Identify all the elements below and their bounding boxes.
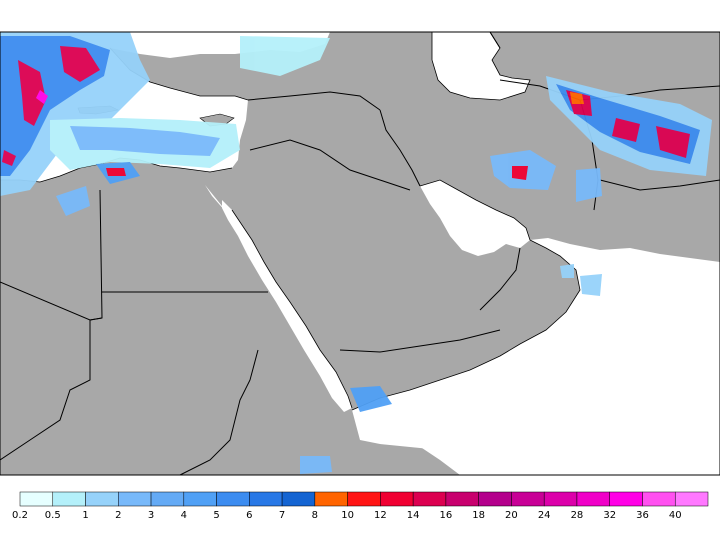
precip-oman-2 <box>560 264 574 278</box>
arabian-sea <box>352 238 720 475</box>
border-saudi-jordan <box>249 139 411 191</box>
precip-aegean-edge <box>2 150 16 166</box>
border-uae-oman <box>479 247 521 311</box>
precip-aegean-spot <box>36 90 48 104</box>
border-turkey-syria <box>247 91 381 111</box>
precip-oman <box>580 274 602 296</box>
gulf-of-aden <box>352 410 540 452</box>
gulf-of-suez <box>205 185 226 212</box>
precip-med-band-mid <box>70 126 220 156</box>
coast-caspian <box>431 31 531 101</box>
caspian-sea <box>432 32 530 100</box>
precip-iran-north-orange <box>570 92 584 104</box>
border-sudan <box>0 320 91 461</box>
precip-ethiopia <box>300 456 332 474</box>
border-afghan-pak <box>599 179 720 191</box>
precip-iran-north-high3 <box>656 126 690 158</box>
precip-iran-north-high2 <box>612 118 640 142</box>
precip-overlay <box>0 32 712 474</box>
precip-iran-south <box>576 168 602 202</box>
precip-aegean-high2 <box>60 46 100 82</box>
persian-gulf <box>420 180 530 256</box>
border-ethiopia <box>179 349 259 476</box>
border-iraq-iran <box>379 109 421 187</box>
precip-libya-south <box>56 186 90 216</box>
border-saudi-yemen <box>339 329 501 353</box>
coast-persian-gulf <box>419 179 531 241</box>
red-sea <box>222 200 352 412</box>
precip-blacksea <box>240 36 330 76</box>
coast-arabia-south <box>351 239 581 411</box>
precip-yemen <box>350 386 392 412</box>
coast-red-sea-east <box>231 209 353 409</box>
precip-aegean-high <box>18 60 46 126</box>
map-frame <box>0 31 720 476</box>
precip-iran-west-high <box>512 166 528 180</box>
precip-libya-high <box>106 168 126 176</box>
